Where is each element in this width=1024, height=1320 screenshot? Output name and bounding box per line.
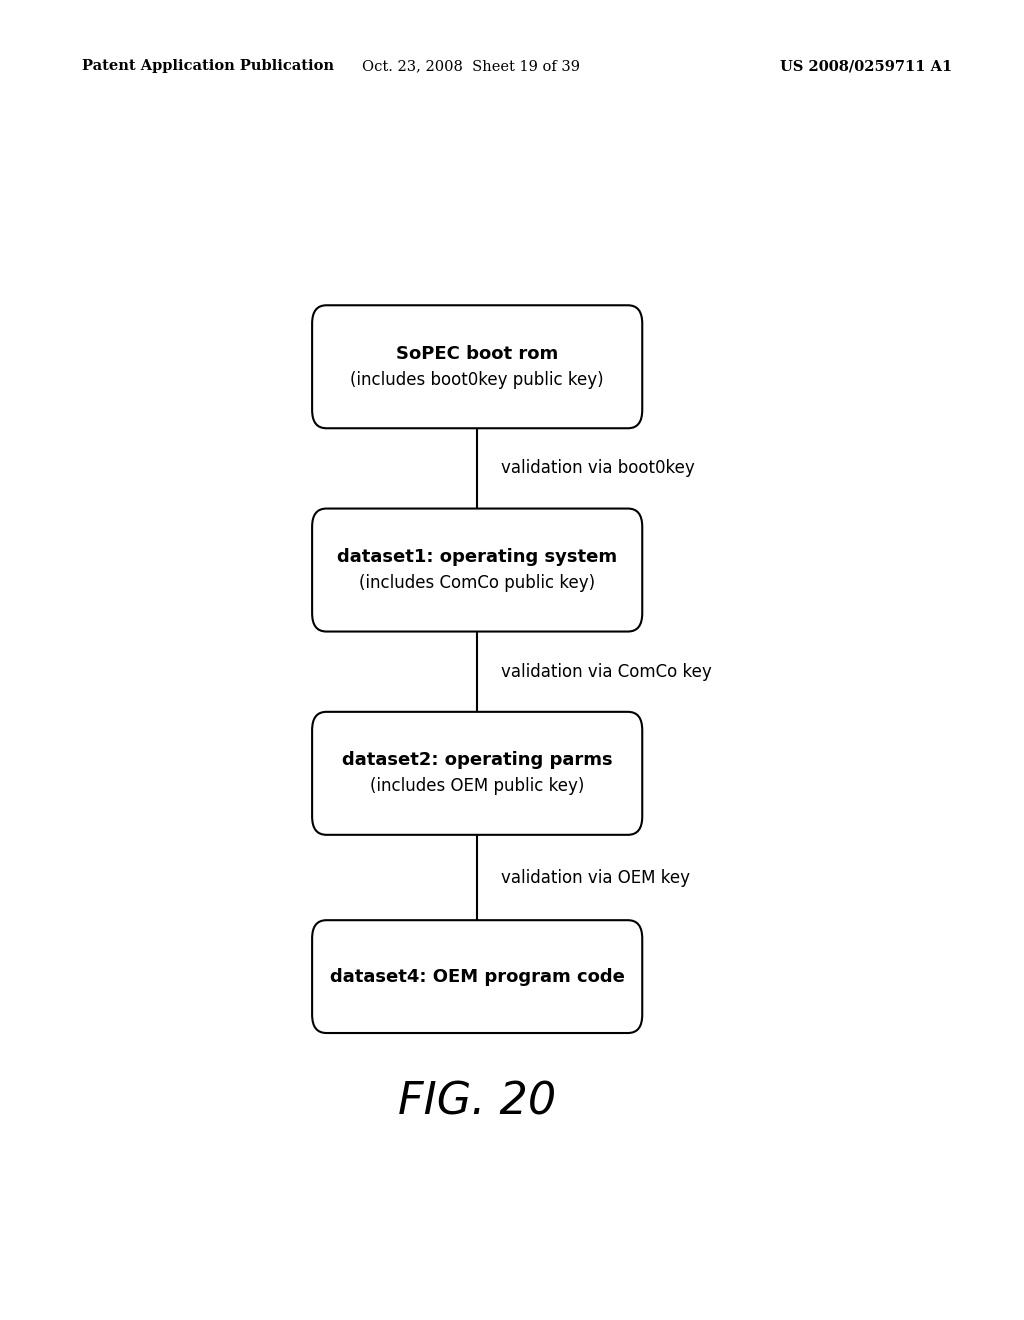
FancyBboxPatch shape: [312, 305, 642, 428]
Text: dataset1: operating system: dataset1: operating system: [337, 548, 617, 566]
Text: (includes ComCo public key): (includes ComCo public key): [359, 574, 595, 591]
Text: validation via ComCo key: validation via ComCo key: [501, 663, 712, 681]
Text: Oct. 23, 2008  Sheet 19 of 39: Oct. 23, 2008 Sheet 19 of 39: [362, 59, 580, 74]
Text: validation via boot0key: validation via boot0key: [501, 459, 694, 478]
Text: Patent Application Publication: Patent Application Publication: [82, 59, 334, 74]
Text: FIG. 20: FIG. 20: [398, 1080, 556, 1123]
Text: validation via OEM key: validation via OEM key: [501, 869, 690, 887]
FancyBboxPatch shape: [312, 711, 642, 834]
Text: (includes boot0key public key): (includes boot0key public key): [350, 371, 604, 388]
FancyBboxPatch shape: [312, 920, 642, 1034]
Text: dataset4: OEM program code: dataset4: OEM program code: [330, 968, 625, 986]
Text: SoPEC boot rom: SoPEC boot rom: [396, 345, 558, 363]
Text: US 2008/0259711 A1: US 2008/0259711 A1: [780, 59, 952, 74]
FancyBboxPatch shape: [312, 508, 642, 631]
Text: dataset2: operating parms: dataset2: operating parms: [342, 751, 612, 770]
Text: (includes OEM public key): (includes OEM public key): [370, 777, 585, 795]
